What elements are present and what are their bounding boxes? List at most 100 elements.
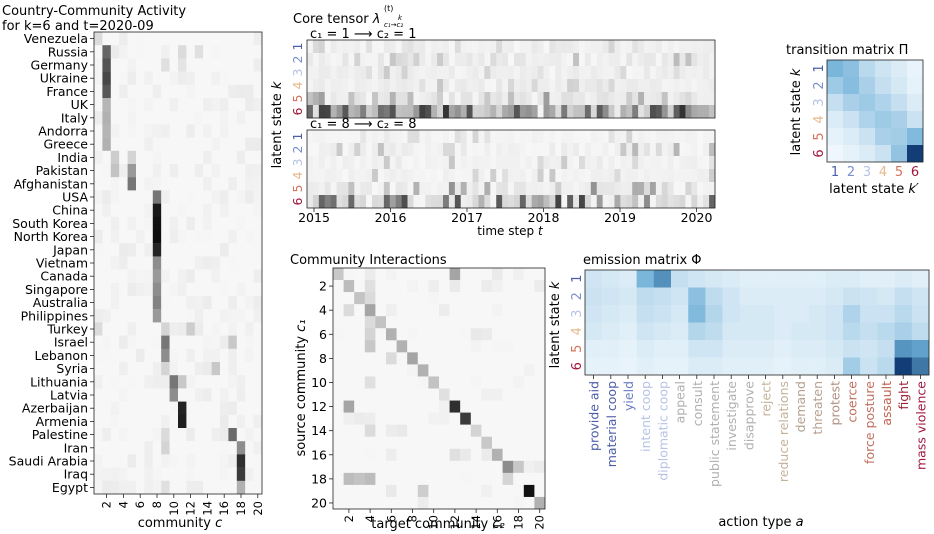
core-tensor-cell [413,53,420,67]
interactions-cell [428,316,440,329]
core-tensor-cell [502,53,509,67]
activity-cell [203,216,212,231]
core-tensor-cell [395,40,402,54]
core-tensor-cell [709,53,716,67]
activity-cell [144,375,153,389]
core-tensor-cell [307,169,314,183]
transition-state-label-x: 5 [895,165,903,180]
transition-cell [891,60,908,78]
core-tensor-cell [502,182,509,196]
emission-cell [808,305,826,323]
interactions-cell [534,304,546,317]
emission-cell [860,305,878,323]
core-tensor-cell [709,156,716,170]
emission-cell [860,287,878,306]
core-tensor-cell [342,169,349,183]
activity-cell [169,243,179,257]
core-tensor-cell [425,156,432,170]
interactions-cell [417,376,429,389]
core-tensor-cell [626,169,633,183]
core-tensor-cell [626,66,633,80]
interactions-cell [428,376,440,389]
core-tensor-cell [573,143,580,157]
activity-cell [220,467,229,481]
activity-cell [119,230,128,244]
interactions-cell [386,316,397,329]
core-tensor-cell [307,156,314,170]
core-tensor-cell [484,143,491,157]
activity-country-label: Armenia [36,414,88,429]
activity-cell [178,137,187,151]
interactions-cell [449,412,461,425]
activity-cell [236,454,246,468]
core-tensor-cell [502,169,509,183]
activity-cell [161,98,170,112]
interactions-ylabel-var: c₁ [294,319,309,331]
core-tensor-cell [484,79,491,93]
activity-cell [203,454,212,468]
interactions-xtick-label: 14 [469,515,483,530]
activity-cell [178,335,187,349]
core-tensor-cell [537,130,544,144]
activity-cell [245,190,254,204]
activity-cell [178,230,187,244]
activity-cell [102,480,111,495]
transition-cell [891,94,908,112]
interactions-cell [470,448,482,461]
interactions-cell [534,292,546,305]
transition-state-label-x: 1 [831,165,839,180]
interactions-cell [439,400,450,413]
activity-cell [236,362,246,376]
core-tensor-cell [460,79,467,93]
activity-cell [161,256,170,270]
emission-cell [791,357,809,376]
emission-xlabel-text: action type [718,515,795,530]
transition-state-label-x: 2 [847,165,855,180]
core-tensor-cell [348,195,355,209]
activity-cell [136,428,145,442]
core-tensor-cell [590,66,598,80]
core-tensor-cell [644,79,651,93]
core-tensor-cell [431,195,438,209]
interactions-cell [343,304,355,317]
core-tensor-cell [460,195,467,209]
interactions-cell [417,388,429,401]
activity-cell [119,243,128,257]
core-tensor-title-text: Core tensor [293,12,373,27]
interactions-cell [417,340,429,353]
activity-cell [178,256,187,270]
interactions-xlabel-text: target community [371,517,492,532]
activity-country-label: USA [62,190,88,205]
emission-cell [636,287,654,306]
interactions-cell [470,436,482,449]
core-tensor-cell [709,143,716,157]
activity-cell [119,309,128,323]
core-tensor-cell [336,79,343,93]
core-tensor-cell [525,182,532,196]
core-tensor-cell [508,53,515,67]
core-tensor-xlabel-var: t [538,224,544,238]
interactions-ytick-label: 20 [311,495,327,510]
activity-cell [119,467,128,481]
interactions-cell [439,424,450,437]
core-tensor-cell [697,156,704,170]
core-tensor-cell [691,66,698,80]
core-tensor-cell [697,53,704,67]
transition-state-label-y: 6 [812,149,827,157]
interactions-cell [439,448,450,461]
interactions-cell [343,412,355,425]
interactions-cell [534,388,546,401]
interactions-cell [375,340,387,353]
core-tensor-cell [490,156,497,170]
core-tensor-cell [437,156,444,170]
activity-xtick-label: 4 [116,501,130,508]
activity-cell [144,282,153,297]
activity-cell [110,58,120,72]
emission-cell [825,357,844,376]
activity-cell [253,164,263,178]
core-tensor-cell [596,66,603,80]
interactions-cell [343,472,355,486]
activity-cell [110,243,120,257]
